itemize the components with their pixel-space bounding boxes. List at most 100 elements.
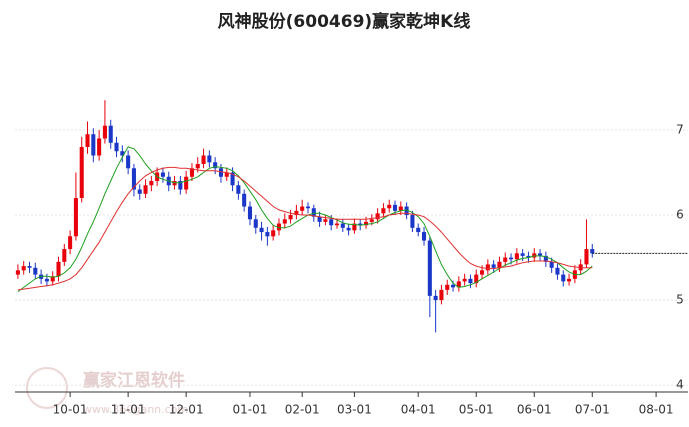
candle-body bbox=[445, 284, 450, 290]
candle-body bbox=[259, 227, 264, 233]
candle-body bbox=[404, 206, 409, 216]
candle-body bbox=[276, 223, 282, 231]
candle-body bbox=[346, 227, 351, 231]
candle-body bbox=[485, 264, 490, 271]
axes: 4 5 6 7 10-01 11-01 12-01 01-01 02-01 03-01 04-01 0… bbox=[15, 122, 688, 417]
candle-body bbox=[462, 278, 467, 282]
candle-body bbox=[62, 249, 67, 262]
candle-body bbox=[323, 219, 328, 222]
x-tick-label: 02-01 bbox=[285, 403, 320, 417]
candle-body bbox=[131, 168, 136, 190]
candle-body bbox=[282, 219, 287, 224]
candle-body bbox=[538, 253, 543, 256]
candle-body bbox=[85, 134, 90, 147]
candle-body bbox=[543, 255, 548, 262]
grid bbox=[15, 129, 688, 386]
candle-body bbox=[184, 176, 189, 190]
y-tick-label: 5 bbox=[676, 293, 684, 307]
candle-body bbox=[584, 249, 589, 265]
candle-body bbox=[311, 208, 316, 217]
candle-body bbox=[520, 253, 525, 256]
x-tick-label: 07-01 bbox=[575, 403, 610, 417]
candle-body bbox=[271, 230, 276, 237]
candle-body bbox=[381, 208, 386, 214]
candle-body bbox=[416, 227, 421, 233]
candle-body bbox=[561, 274, 566, 282]
candle-body bbox=[120, 151, 125, 156]
candle-body bbox=[56, 261, 61, 277]
x-tick-label: 11-01 bbox=[111, 403, 146, 417]
candle-body bbox=[497, 261, 502, 268]
y-tick-label: 4 bbox=[676, 378, 684, 392]
watermark-text: 赢家江恩软件 bbox=[83, 370, 185, 391]
candle-body bbox=[236, 185, 241, 194]
x-tick-label: 04-01 bbox=[401, 403, 436, 417]
watermark: 赢家江恩软件 www.360gann.com bbox=[26, 367, 188, 416]
x-tick-label: 06-01 bbox=[517, 403, 552, 417]
candle-body bbox=[410, 215, 415, 228]
candle-body bbox=[375, 213, 380, 220]
candle-body bbox=[294, 210, 299, 216]
candle-body bbox=[352, 223, 357, 231]
candle-body bbox=[474, 274, 479, 284]
candle-body bbox=[503, 257, 508, 262]
candle-body bbox=[230, 172, 235, 186]
candle-body bbox=[468, 278, 473, 284]
moving-average-line bbox=[17, 166, 593, 291]
candle-body bbox=[27, 266, 32, 268]
candle-body bbox=[160, 172, 165, 177]
candle-body bbox=[363, 221, 369, 226]
candle-body bbox=[114, 142, 119, 152]
candle-body bbox=[421, 232, 427, 241]
watermark-logo bbox=[26, 367, 68, 409]
x-tick-label: 08-01 bbox=[639, 403, 674, 417]
x-tick-label: 12-01 bbox=[169, 403, 204, 417]
candle-body bbox=[195, 164, 200, 169]
candle-body bbox=[207, 155, 212, 163]
candle-body bbox=[189, 168, 194, 177]
candle-body bbox=[300, 206, 305, 211]
candle-body bbox=[555, 267, 560, 275]
candle-body bbox=[224, 172, 229, 177]
candle-body bbox=[178, 181, 183, 190]
y-tick-label: 7 bbox=[676, 122, 684, 136]
candle-body bbox=[247, 206, 253, 220]
candle-body bbox=[143, 185, 148, 194]
candle-body bbox=[305, 206, 311, 209]
candle-body bbox=[549, 261, 554, 268]
candle-body bbox=[73, 198, 78, 237]
candle-body bbox=[450, 284, 456, 288]
candle-body bbox=[334, 223, 340, 226]
candle-body bbox=[218, 168, 223, 177]
candle-body bbox=[456, 281, 461, 288]
candle-body bbox=[50, 276, 55, 282]
candle-body bbox=[392, 204, 398, 211]
x-tick-label: 10-01 bbox=[53, 403, 88, 417]
candle-body bbox=[149, 181, 154, 186]
candle-body bbox=[91, 134, 96, 156]
candle-body bbox=[590, 249, 595, 254]
candle-body bbox=[108, 125, 113, 143]
candle-body bbox=[213, 162, 218, 169]
candle-body bbox=[433, 295, 438, 301]
candle-body bbox=[15, 270, 20, 275]
x-tick-label: 03-01 bbox=[337, 403, 372, 417]
candle-body bbox=[340, 223, 345, 228]
x-tick-label: 05-01 bbox=[459, 403, 494, 417]
candle-body bbox=[358, 223, 363, 226]
candle-body bbox=[79, 146, 84, 199]
candle-body bbox=[514, 253, 519, 260]
candle-body bbox=[329, 219, 334, 226]
candle-body bbox=[33, 267, 38, 275]
candle-body bbox=[201, 155, 206, 164]
candle-body bbox=[242, 193, 247, 207]
moving-average-line bbox=[17, 146, 593, 293]
candle-body bbox=[68, 236, 73, 250]
candle-body bbox=[387, 204, 392, 209]
x-tick-label: 01-01 bbox=[233, 403, 268, 417]
candle-body bbox=[369, 219, 374, 222]
candle-body bbox=[526, 255, 531, 258]
candle-body bbox=[491, 264, 496, 268]
